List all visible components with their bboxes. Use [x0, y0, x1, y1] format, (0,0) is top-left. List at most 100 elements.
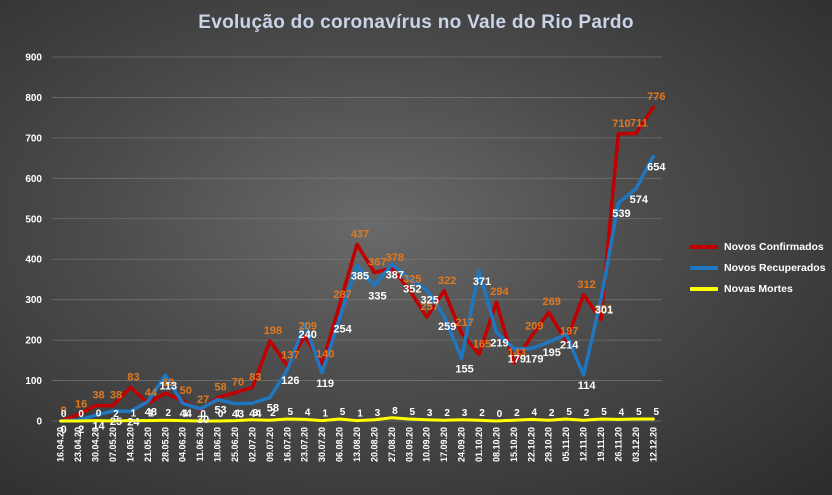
data-label: 2	[270, 408, 276, 419]
data-label: 58	[267, 403, 279, 415]
data-label: 2	[584, 408, 590, 419]
data-label: 322	[438, 275, 456, 287]
data-label: 14	[92, 420, 105, 432]
data-label: 119	[316, 378, 334, 390]
x-tick-label: 04.06.20	[178, 427, 188, 462]
x-tick-label: 28.05.20	[160, 427, 170, 462]
data-label: 2	[549, 408, 555, 419]
x-tick-label: 25.06.20	[230, 427, 240, 462]
legend: Novos Confirmados Novos Recuperados Novas …	[690, 236, 826, 299]
data-label: 5	[288, 407, 294, 418]
data-label: 209	[299, 320, 317, 332]
x-tick-label: 27.08.20	[387, 427, 397, 462]
data-label: 165	[473, 338, 491, 350]
x-tick-label: 20.08.20	[369, 427, 379, 462]
data-label: 1	[235, 409, 241, 420]
data-label: 0	[200, 409, 206, 420]
data-label: 0	[61, 405, 67, 417]
data-label: 155	[455, 363, 473, 375]
x-tick-label: 23.04.20	[73, 427, 83, 462]
data-label: 53	[214, 405, 226, 417]
data-label: 25	[110, 416, 122, 428]
y-tick-label: 500	[25, 214, 42, 225]
data-label: 198	[264, 325, 282, 337]
y-tick-label: 100	[25, 376, 42, 387]
data-label: 259	[438, 321, 456, 333]
x-tick-label: 24.09.20	[457, 427, 467, 462]
data-label: 335	[368, 291, 386, 303]
data-label: 378	[386, 252, 404, 264]
data-label: 2	[514, 408, 520, 419]
data-label: 30	[197, 414, 209, 426]
data-label: 143	[508, 347, 526, 359]
data-label: 179	[508, 354, 526, 366]
data-label: 2	[166, 408, 172, 419]
data-label: 4	[305, 407, 311, 418]
data-label: 711	[630, 117, 648, 129]
data-label: 352	[403, 284, 421, 296]
data-label: 113	[159, 380, 177, 392]
data-label: 140	[316, 348, 334, 360]
data-label: 257	[421, 301, 439, 313]
data-label: 776	[647, 91, 665, 103]
legend-swatch	[690, 244, 718, 249]
data-label: 3	[253, 408, 259, 419]
data-label: 27	[197, 394, 209, 406]
series-line-1	[58, 105, 656, 423]
data-label: 0	[497, 409, 503, 420]
data-label: 371	[473, 276, 491, 288]
y-tick-label: 600	[25, 174, 42, 185]
x-tick-label: 16.07.20	[282, 427, 292, 462]
data-label: 254	[333, 323, 352, 335]
data-label: 44	[249, 408, 262, 420]
x-tick-label: 30.07.20	[317, 427, 327, 462]
data-label: 574	[630, 194, 649, 206]
data-label: 539	[612, 208, 630, 220]
x-tick-label: 18.06.20	[213, 427, 223, 462]
x-tick-label: 03.12.20	[631, 427, 641, 462]
data-label: 0	[61, 409, 67, 420]
legend-label: Novos Recuperados	[724, 261, 826, 274]
x-tick-label: 12.11.20	[579, 427, 589, 462]
data-label: 48	[145, 407, 157, 419]
data-label: 710	[612, 118, 630, 130]
data-label: 83	[249, 371, 261, 383]
data-label: 2	[113, 409, 119, 420]
x-tick-label: 11.06.20	[195, 427, 205, 462]
x-tick-label: 29.10.20	[544, 427, 554, 462]
data-label: 367	[368, 257, 386, 269]
y-tick-label: 900	[25, 53, 42, 64]
y-tick-label: 400	[25, 255, 42, 266]
chart-title: Evolução do coronavírus no Vale do Rio P…	[198, 12, 634, 33]
x-tick-label: 09.07.20	[265, 427, 275, 462]
data-label: 209	[525, 320, 543, 332]
data-label: 5	[410, 407, 416, 418]
legend-item: Novas Mortes	[690, 278, 826, 299]
data-label: 3	[375, 408, 381, 419]
data-label: 2	[78, 424, 84, 436]
data-label: 16	[75, 399, 87, 411]
legend-swatch	[690, 286, 718, 291]
data-label: 325	[403, 274, 421, 286]
data-label: 114	[578, 380, 597, 392]
x-tick-label: 07.05.20	[108, 427, 118, 462]
data-label: 44	[145, 387, 158, 399]
x-tick-label: 08.10.20	[491, 427, 501, 462]
data-label: 287	[333, 289, 351, 301]
data-label: 5	[340, 407, 346, 418]
data-label: 1	[183, 409, 189, 420]
y-tick-label: 200	[25, 336, 42, 347]
data-label: 387	[386, 269, 404, 281]
data-label: 44	[180, 408, 193, 420]
data-label: 38	[92, 390, 104, 402]
data-label: 5	[636, 407, 642, 418]
x-tick-label: 26.11.20	[613, 427, 623, 462]
data-label: 1	[322, 409, 328, 420]
data-label: 0	[78, 409, 84, 420]
data-label: 137	[281, 350, 299, 362]
data-label: 58	[214, 382, 226, 394]
x-tick-label: 03.09.20	[404, 427, 414, 462]
data-label: 385	[351, 270, 369, 282]
data-label: 325	[421, 295, 439, 307]
data-label: 195	[543, 347, 561, 359]
